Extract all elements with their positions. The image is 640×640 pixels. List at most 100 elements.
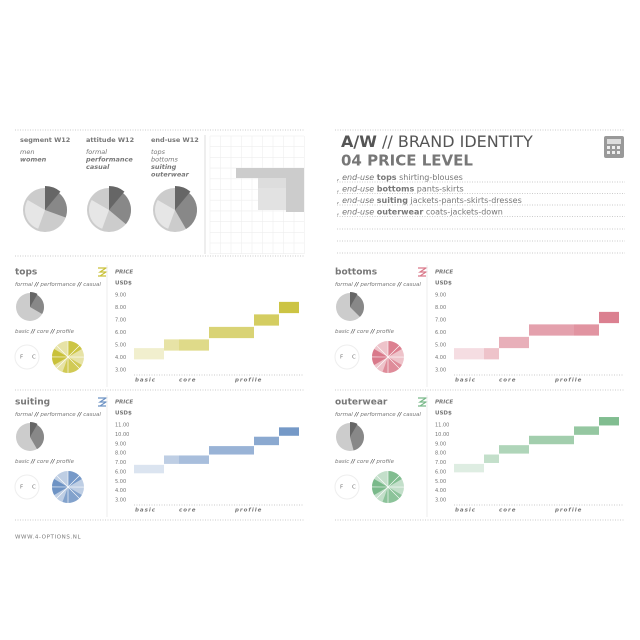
price-step — [179, 339, 209, 351]
attitude-item: formal — [335, 282, 353, 288]
attitude-item: performance — [39, 282, 76, 288]
end-use-prefix: , end-use — [337, 184, 374, 193]
column-item: tops — [151, 148, 166, 156]
pie-spoke — [387, 486, 400, 499]
separator: // — [370, 329, 376, 335]
price-step — [499, 445, 529, 454]
attitude-line: formal // performance // casual — [15, 282, 101, 288]
y-tick-label: 7.00 — [115, 460, 126, 466]
attitude-item: formal — [15, 282, 33, 288]
levels-line: basic // core // profile — [15, 459, 75, 465]
pie-wedge — [109, 186, 125, 210]
panel-icon — [98, 267, 108, 277]
y-tick-label: 8.00 — [435, 305, 446, 311]
x-tick-label: core — [499, 508, 516, 514]
currency-label: USD$ — [435, 281, 452, 287]
y-tick-label: 8.00 — [115, 305, 126, 311]
end-use-key: tops — [377, 173, 397, 182]
levels-item: profile — [55, 459, 74, 465]
separator: // — [50, 329, 56, 335]
price-step — [254, 314, 279, 326]
pie-wedge — [89, 200, 109, 229]
end-use-line: , end-use outerwear coats-jackets-down — [337, 207, 503, 216]
panel-icon — [418, 397, 428, 407]
fc-label: C — [352, 485, 356, 491]
y-tick-label: 4.00 — [435, 355, 446, 361]
y-tick-label: 6.00 — [115, 330, 126, 336]
y-tick-label: 5.00 — [435, 343, 446, 349]
pie-wedge — [350, 422, 358, 437]
levels-item: profile — [375, 329, 394, 335]
brand-title: A/W // BRAND IDENTITY — [341, 132, 533, 151]
pie-spoke — [56, 486, 69, 499]
y-tick-label: 7.00 — [115, 318, 126, 324]
attitude-item: casual — [83, 412, 101, 418]
pie-wedge — [25, 200, 45, 229]
attitude-item: formal — [335, 412, 353, 418]
price-step — [279, 301, 299, 314]
pie-spoke — [376, 486, 389, 499]
price-step — [574, 324, 599, 336]
column-item: outerwear — [151, 171, 190, 179]
y-tick-label: 11.00 — [435, 423, 449, 429]
column-item: suiting — [151, 163, 177, 171]
column-item: men — [20, 148, 34, 156]
pie-wedge — [382, 487, 402, 503]
y-tick-label: 6.00 — [115, 469, 126, 475]
fc-label: C — [352, 355, 356, 361]
y-tick-label: 7.00 — [435, 318, 446, 324]
price-step — [209, 446, 254, 455]
separator: // — [370, 459, 376, 465]
x-tick-label: core — [179, 508, 196, 514]
y-tick-label: 6.00 — [435, 330, 446, 336]
panel-title: outerwear — [335, 398, 388, 408]
y-tick-label: 5.00 — [115, 343, 126, 349]
levels-item: core — [357, 329, 370, 335]
attitude-item: casual — [83, 282, 101, 288]
fc-label: F — [20, 355, 23, 361]
pie-spoke — [56, 356, 69, 369]
x-tick-label: core — [179, 378, 196, 384]
fc-circle — [334, 474, 360, 500]
pie-spoke — [387, 475, 400, 488]
pie-wedge — [175, 186, 191, 210]
column-item: performance — [85, 156, 133, 164]
levels-line: basic // core // profile — [335, 459, 395, 465]
end-use-rest: coats-jackets-down — [426, 207, 503, 216]
y-tick-label: 8.00 — [435, 451, 446, 457]
y-tick-label: 6.00 — [435, 469, 446, 475]
levels-item: core — [37, 329, 50, 335]
y-tick-label: 3.00 — [435, 498, 446, 504]
pie-wedge — [68, 471, 82, 487]
end-use-rest: pants-skirts — [417, 184, 464, 193]
levels-item: profile — [375, 459, 394, 465]
currency-label: USD$ — [115, 281, 132, 287]
end-use-line: , end-use suiting jackets-pants-skirts-d… — [337, 196, 522, 205]
separator: // — [354, 412, 360, 418]
levels-item: basic — [15, 329, 29, 335]
fc-circle — [14, 344, 40, 370]
levels-item: basic — [335, 329, 349, 335]
fc-label: F — [340, 485, 343, 491]
pie-wedge — [350, 292, 358, 307]
price-step — [164, 455, 179, 464]
attitude-item: casual — [403, 412, 421, 418]
fc-label: C — [32, 355, 36, 361]
pie-spoke — [387, 345, 400, 358]
column-title: segment W12 — [20, 136, 70, 144]
end-use-prefix: , end-use — [337, 207, 374, 216]
price-step — [599, 311, 619, 324]
panel-icon — [98, 397, 108, 407]
y-tick-label: 10.00 — [435, 432, 449, 438]
pie-wedge — [30, 292, 38, 307]
column-title: attitude W12 — [86, 136, 134, 144]
y-tick-label: 5.00 — [115, 479, 126, 485]
y-tick-label: 9.00 — [435, 293, 446, 299]
calculator-icon — [604, 136, 624, 158]
attitude-line: formal // performance // casual — [335, 412, 421, 418]
separator: // — [350, 459, 356, 465]
grid-block — [286, 168, 304, 212]
separator: // — [396, 282, 402, 288]
price-step — [574, 426, 599, 435]
